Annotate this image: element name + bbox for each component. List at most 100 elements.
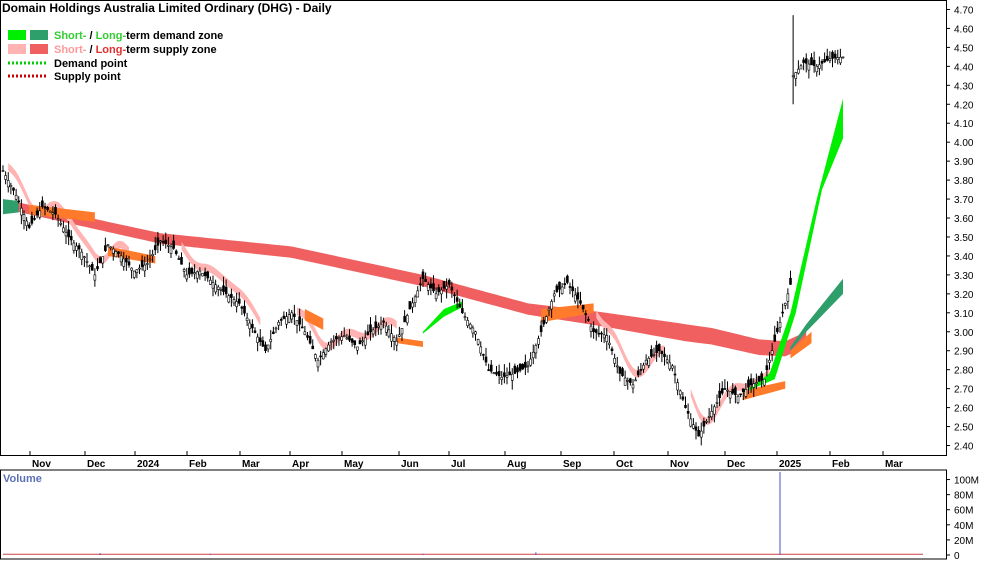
time-tick-label: 2024: [137, 459, 160, 470]
candle-body: [203, 271, 207, 276]
candle-body: [692, 424, 695, 429]
candle-body: [390, 333, 393, 342]
candle-body: [164, 239, 168, 245]
candle-body: [353, 340, 357, 345]
candle-body: [529, 358, 532, 366]
candle-body: [279, 319, 283, 321]
candle-body: [789, 277, 792, 285]
candle-body: [96, 266, 99, 270]
overlap-zone: [396, 337, 423, 347]
candle-body: [518, 363, 522, 371]
candle-body: [382, 320, 385, 323]
candle-body: [755, 382, 758, 384]
candle-body: [825, 55, 829, 61]
candle-body: [642, 364, 645, 370]
candle-body: [804, 58, 808, 64]
candle-body: [419, 283, 422, 286]
candle-body: [358, 340, 362, 345]
candle-body: [235, 301, 238, 307]
candle-body: [631, 384, 635, 389]
candle-body: [773, 334, 777, 342]
candle-body: [432, 283, 435, 292]
candle-body: [487, 369, 490, 371]
candle-body: [526, 365, 530, 368]
candle-body: [180, 257, 183, 265]
candle-body: [371, 329, 375, 335]
legend-label: Short- / Long-term demand zone: [54, 30, 223, 42]
candle-body: [188, 267, 191, 275]
candle-body: [776, 327, 779, 333]
candle-body: [600, 332, 603, 335]
candle-body: [492, 372, 496, 375]
price-tick-label: 3.60: [954, 214, 974, 225]
candle-body: [421, 271, 425, 279]
price-tick-label: 3.40: [954, 252, 974, 263]
candle-body: [739, 393, 742, 396]
time-tick-label: Apr: [292, 459, 309, 470]
time-tick-label: Jul: [451, 459, 466, 470]
candle-body: [665, 359, 669, 363]
candle-body: [684, 405, 687, 408]
candle-body: [810, 57, 813, 66]
candle-body: [474, 331, 477, 335]
candle-body: [80, 251, 84, 260]
candle-body: [434, 293, 438, 300]
candle-body: [156, 237, 160, 246]
candle-body: [783, 303, 787, 306]
candle-body: [216, 286, 220, 290]
candle-body: [211, 282, 215, 289]
candle-body: [734, 387, 737, 396]
candle-body: [395, 340, 399, 346]
candle-body: [340, 336, 343, 341]
candle-body: [274, 327, 278, 330]
candle-body: [22, 214, 26, 221]
price-tick-label: 3.00: [954, 328, 974, 339]
candle-body: [75, 245, 78, 251]
candle-body: [303, 331, 307, 335]
candle-body: [650, 349, 653, 357]
time-tick-label: Sep: [563, 459, 581, 470]
candle-body: [749, 378, 753, 386]
candle-body: [681, 396, 685, 400]
price-tick-label: 3.50: [954, 233, 974, 244]
candle-body: [823, 59, 826, 63]
candle-body: [539, 325, 543, 333]
candle-body: [392, 337, 396, 342]
volume-label: Volume: [3, 473, 42, 485]
candle-body: [12, 187, 15, 191]
price-tick-label: 3.10: [954, 309, 974, 320]
short-term-supply-zone: [297, 307, 397, 351]
candle-body: [56, 218, 60, 221]
candle-body: [227, 295, 231, 303]
candle-body: [668, 362, 672, 370]
candle-body: [812, 59, 816, 66]
candle-body: [161, 241, 165, 243]
candle-body: [597, 332, 601, 335]
candle-body: [479, 346, 483, 354]
overlap-zone: [304, 309, 324, 330]
candle-body: [308, 336, 312, 344]
candle-body: [122, 258, 126, 267]
candle-body: [127, 261, 131, 266]
candle-body: [219, 289, 223, 291]
candle-body: [282, 315, 286, 319]
candle-body: [269, 339, 273, 342]
candle-body: [230, 293, 233, 298]
candle-body: [363, 337, 367, 346]
candle-body: [799, 65, 803, 70]
candle-body: [510, 373, 514, 381]
candle-body: [62, 227, 65, 233]
candle-body: [361, 340, 364, 343]
candle-body: [374, 321, 378, 329]
candle-body: [245, 317, 249, 321]
candle-body: [531, 351, 535, 359]
short-demand-swatch: [8, 30, 26, 40]
volume-tick-label: 100M: [954, 476, 979, 487]
candle-body: [833, 53, 837, 59]
candle-body: [264, 344, 267, 352]
candle-body: [258, 337, 262, 342]
candle-body: [584, 313, 588, 316]
price-tick-label: 4.20: [954, 100, 974, 111]
candle-body: [138, 267, 141, 270]
candle-body: [266, 344, 270, 350]
